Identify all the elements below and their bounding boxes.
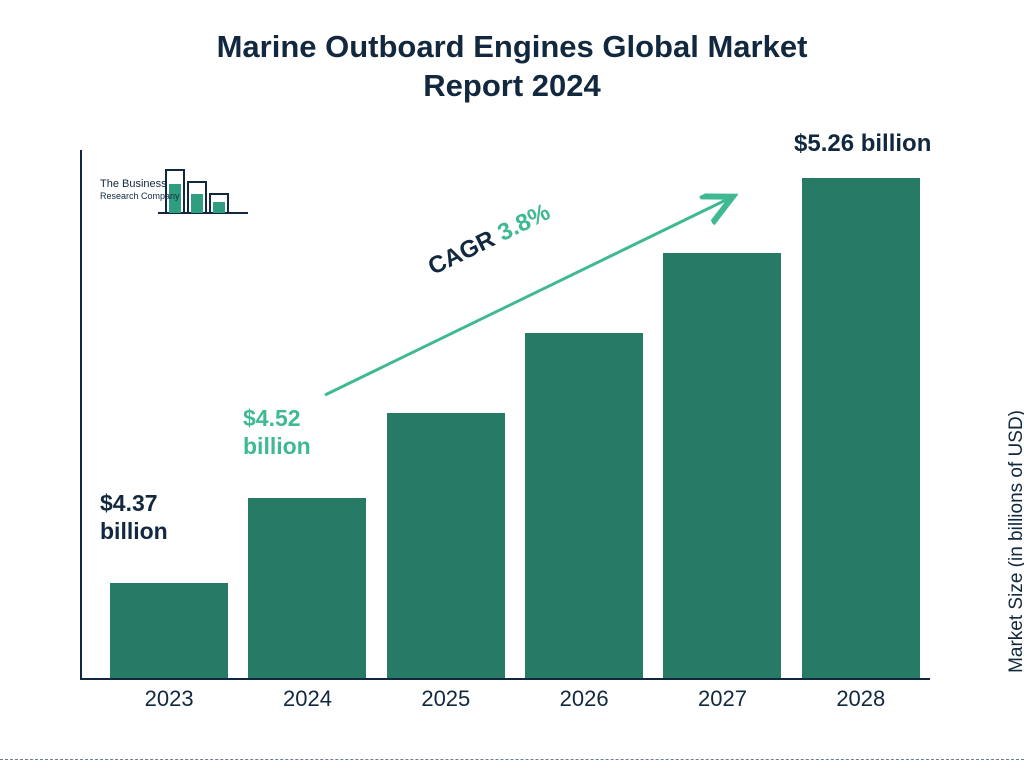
chart-title: Marine Outboard Engines Global Market Re…	[0, 28, 1024, 106]
bar-rect	[525, 333, 643, 678]
y-axis	[80, 150, 82, 680]
bar-2027	[663, 253, 781, 678]
bar-2025	[387, 413, 505, 678]
x-axis	[80, 678, 930, 680]
bar-rect	[663, 253, 781, 678]
bar-rect	[802, 178, 920, 678]
bar-2028	[802, 178, 920, 678]
x-tick-label: 2026	[525, 686, 643, 712]
bar-rect	[248, 498, 366, 678]
bar-data-label: $4.37billion	[100, 490, 168, 545]
title-line2: Report 2024	[423, 68, 600, 103]
footer-divider	[0, 759, 1024, 760]
x-tick-label: 2025	[387, 686, 505, 712]
x-tick-label: 2023	[110, 686, 228, 712]
x-tick-label: 2024	[248, 686, 366, 712]
bar-2023	[110, 583, 228, 678]
x-tick-label: 2028	[802, 686, 920, 712]
bar-2026	[525, 333, 643, 678]
bar-data-label: $4.52billion	[243, 405, 311, 460]
y-axis-label: Market Size (in billions of USD)	[1006, 410, 1024, 673]
bar-2024	[248, 498, 366, 678]
x-axis-labels: 2023 2024 2025 2026 2027 2028	[100, 686, 930, 712]
title-line1: Marine Outboard Engines Global Market	[217, 29, 808, 64]
x-tick-label: 2027	[663, 686, 781, 712]
bar-rect	[110, 583, 228, 678]
bar-rect	[387, 413, 505, 678]
bar-data-label: $5.26 billion	[794, 130, 931, 159]
